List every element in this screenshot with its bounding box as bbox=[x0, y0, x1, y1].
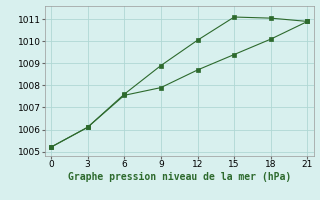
X-axis label: Graphe pression niveau de la mer (hPa): Graphe pression niveau de la mer (hPa) bbox=[68, 172, 291, 182]
